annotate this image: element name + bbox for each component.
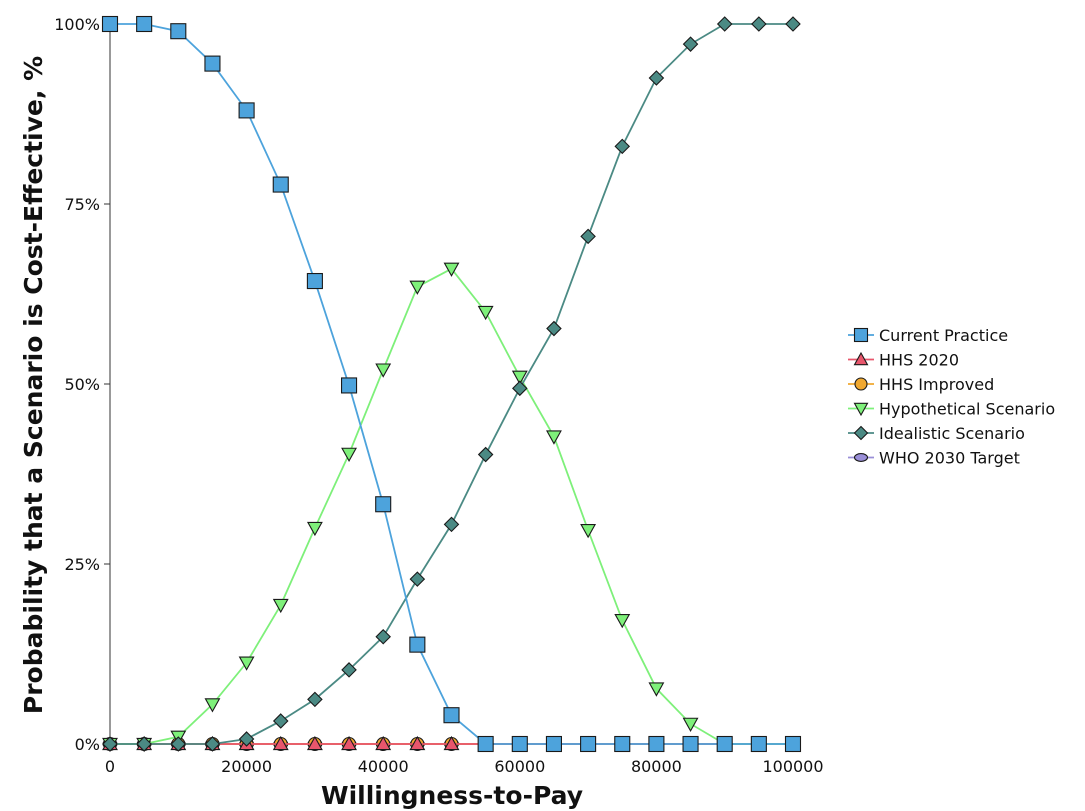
- legend-item: WHO 2030 Target: [848, 449, 1020, 468]
- legend-label: WHO 2030 Target: [879, 449, 1020, 468]
- x-tick-label: 60000: [494, 757, 545, 776]
- series-layer: [103, 17, 801, 752]
- x-tick-label: 20000: [221, 757, 272, 776]
- legend-marker: [855, 378, 867, 390]
- x-tick-label: 0: [105, 757, 115, 776]
- legend-label: Hypothetical Scenario: [879, 400, 1055, 419]
- data-point: [684, 718, 698, 731]
- series-hypothetical-scenario: [103, 263, 800, 751]
- legend-item: Current Practice: [848, 326, 1008, 345]
- series-current-practice: [103, 17, 801, 752]
- legend-item: HHS Improved: [848, 375, 994, 394]
- y-tick-label: 75%: [64, 195, 100, 214]
- data-point: [512, 737, 527, 752]
- data-point: [308, 522, 322, 535]
- x-tick-label: 100000: [762, 757, 823, 776]
- data-point: [171, 24, 186, 39]
- series-idealistic-scenario: [103, 17, 800, 751]
- legend-label: Idealistic Scenario: [879, 424, 1025, 443]
- data-point: [513, 381, 527, 395]
- legend-item: Hypothetical Scenario: [848, 400, 1055, 419]
- data-point: [786, 737, 801, 752]
- data-point: [479, 306, 493, 319]
- data-point: [274, 714, 288, 728]
- data-point: [683, 737, 698, 752]
- data-point: [615, 615, 629, 628]
- data-point: [649, 737, 664, 752]
- data-point: [718, 17, 732, 31]
- x-tick-label: 40000: [358, 757, 409, 776]
- data-point: [273, 177, 288, 192]
- data-point: [410, 572, 424, 586]
- series-line: [110, 24, 793, 744]
- y-tick-label: 25%: [64, 555, 100, 574]
- legend-label: HHS Improved: [879, 375, 994, 394]
- data-point: [615, 737, 630, 752]
- legend-item: Idealistic Scenario: [848, 424, 1025, 443]
- data-point: [410, 281, 424, 294]
- legend-marker: [855, 329, 868, 342]
- legend: Current Practice HHS 2020 HHS Improved Hypo…: [848, 326, 1055, 468]
- data-point: [239, 103, 254, 118]
- data-point: [752, 17, 766, 31]
- y-tick-label: 0%: [75, 735, 100, 754]
- series-line: [110, 269, 793, 744]
- data-point: [410, 637, 425, 652]
- data-point: [342, 448, 356, 461]
- data-point: [376, 364, 390, 377]
- data-point: [581, 737, 596, 752]
- data-point: [786, 17, 800, 31]
- legend-item: HHS 2020: [848, 351, 959, 370]
- series-line: [110, 24, 793, 744]
- data-point: [615, 139, 629, 153]
- data-point: [274, 599, 288, 612]
- data-point: [751, 737, 766, 752]
- data-point: [717, 737, 732, 752]
- data-point: [137, 17, 152, 32]
- legend-label: Current Practice: [879, 326, 1008, 345]
- y-tick-label: 50%: [64, 375, 100, 394]
- data-point: [581, 229, 595, 243]
- data-point: [581, 525, 595, 538]
- legend-marker: [855, 454, 868, 462]
- x-axis-label: Willingness-to-Pay: [321, 781, 583, 810]
- data-point: [205, 56, 220, 71]
- data-point: [547, 431, 561, 444]
- data-point: [478, 737, 493, 752]
- y-axis-label: Probability that a Scenario is Cost-Effe…: [19, 56, 48, 714]
- data-point: [307, 274, 322, 289]
- data-point: [444, 708, 459, 723]
- legend-marker: [855, 427, 868, 440]
- data-point: [376, 497, 391, 512]
- data-point: [103, 17, 118, 32]
- axes-layer: 0% 25% 50% 75% 100% 0 20000 40000 60000 80000 1000…: [54, 15, 823, 776]
- data-point: [547, 322, 561, 336]
- data-point: [342, 378, 357, 393]
- x-tick-label: 80000: [631, 757, 682, 776]
- legend-label: HHS 2020: [879, 351, 959, 370]
- y-tick-label: 100%: [54, 15, 100, 34]
- data-point: [445, 517, 459, 531]
- data-point: [546, 737, 561, 752]
- data-point: [479, 448, 493, 462]
